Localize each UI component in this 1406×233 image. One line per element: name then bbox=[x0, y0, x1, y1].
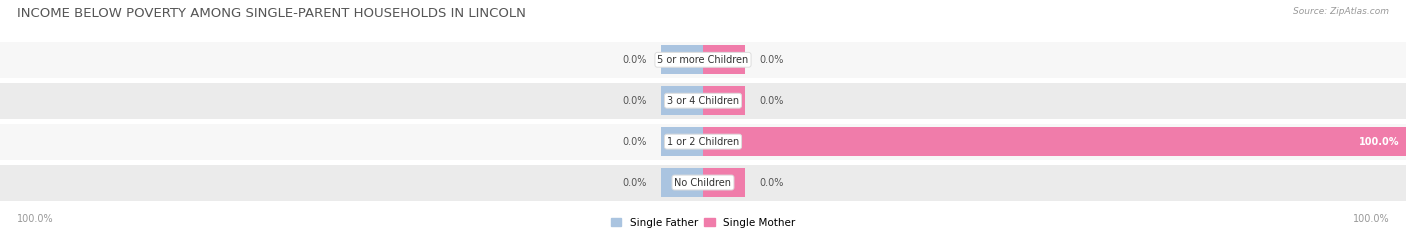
Bar bbox=[703, 86, 745, 115]
Text: 100.0%: 100.0% bbox=[1358, 137, 1399, 147]
Text: No Children: No Children bbox=[675, 178, 731, 188]
Bar bbox=[703, 168, 745, 197]
Text: 0.0%: 0.0% bbox=[759, 96, 783, 106]
Text: 3 or 4 Children: 3 or 4 Children bbox=[666, 96, 740, 106]
Bar bbox=[0, 83, 1406, 119]
Bar bbox=[0, 42, 1406, 78]
Text: 5 or more Children: 5 or more Children bbox=[658, 55, 748, 65]
Text: 100.0%: 100.0% bbox=[1353, 214, 1389, 224]
Legend: Single Father, Single Mother: Single Father, Single Mother bbox=[610, 218, 796, 228]
Text: Source: ZipAtlas.com: Source: ZipAtlas.com bbox=[1294, 7, 1389, 16]
Text: 1 or 2 Children: 1 or 2 Children bbox=[666, 137, 740, 147]
Text: 0.0%: 0.0% bbox=[623, 55, 647, 65]
Bar bbox=[703, 45, 745, 74]
Bar bbox=[0, 164, 1406, 201]
Text: 0.0%: 0.0% bbox=[623, 178, 647, 188]
Text: 100.0%: 100.0% bbox=[17, 214, 53, 224]
Bar bbox=[661, 168, 703, 197]
Bar bbox=[661, 45, 703, 74]
Text: 0.0%: 0.0% bbox=[623, 137, 647, 147]
Bar bbox=[661, 127, 703, 156]
Text: 0.0%: 0.0% bbox=[759, 55, 783, 65]
Text: INCOME BELOW POVERTY AMONG SINGLE-PARENT HOUSEHOLDS IN LINCOLN: INCOME BELOW POVERTY AMONG SINGLE-PARENT… bbox=[17, 7, 526, 20]
Text: 0.0%: 0.0% bbox=[623, 96, 647, 106]
Bar bbox=[0, 124, 1406, 160]
Bar bbox=[703, 127, 1406, 156]
Bar bbox=[661, 86, 703, 115]
Text: 0.0%: 0.0% bbox=[759, 178, 783, 188]
